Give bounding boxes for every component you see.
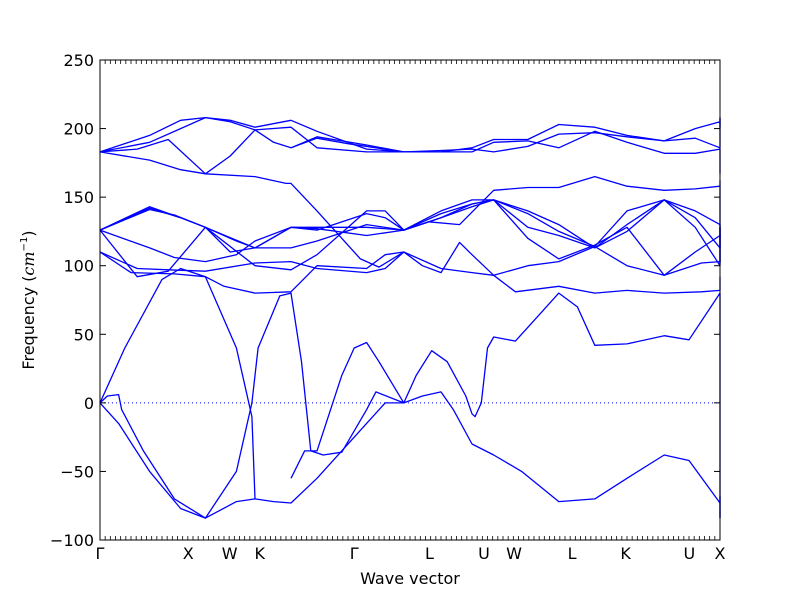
x-tick-label: L: [425, 544, 434, 563]
x-tick-label: U: [478, 544, 490, 563]
plot-area: [100, 60, 720, 540]
y-tick-label: 0: [84, 394, 94, 413]
phonon-branch-14: [99, 116, 721, 153]
phonon-branch-2: [99, 267, 256, 499]
y-axis-label-main: Frequency (: [19, 276, 38, 370]
y-tick-label: −100: [50, 531, 94, 550]
phonon-branch-15: [99, 138, 405, 268]
phonon-branch-6: [99, 227, 721, 276]
x-tick-label: W: [222, 544, 238, 563]
phonon-branch-5: [99, 241, 721, 294]
phonon-branch-12: [99, 126, 721, 175]
y-axis-ticks: −100 −50 0 50 100 150 200 250: [50, 51, 720, 550]
phonon-branch-1: [99, 391, 721, 519]
x-tick-label: K: [255, 544, 266, 563]
plot-frame: [99, 59, 721, 541]
y-tick-label: 100: [63, 257, 94, 276]
y-tick-label: 150: [63, 188, 94, 207]
x-tick-label: W: [506, 544, 522, 563]
y-tick-label: 200: [63, 120, 94, 139]
x-tick-label: Γ: [350, 544, 359, 563]
x-tick-label: X: [183, 544, 194, 563]
y-tick-label: 250: [63, 51, 94, 70]
phonon-branch-10: [99, 199, 721, 271]
x-tick-label: X: [715, 544, 726, 563]
x-tick-label: Γ: [96, 544, 105, 563]
x-axis-label: Wave vector: [360, 569, 460, 588]
y-tick-label: −50: [60, 462, 94, 481]
phonon-branch-3: [99, 292, 405, 519]
x-tick-label: L: [568, 544, 577, 563]
y-axis-label-close: ): [19, 230, 38, 236]
phonon-branch-8: [99, 199, 721, 276]
x-tick-label: K: [620, 544, 631, 563]
y-axis-label-unit: cm: [19, 251, 38, 275]
y-axis-label-exponent: −1: [19, 237, 30, 252]
phonon-branch-13: [99, 116, 721, 153]
y-axis-label: Frequency (cm−1): [19, 230, 38, 369]
y-tick-label: 50: [74, 325, 94, 344]
phonon-branch-16: [290, 137, 404, 153]
x-tick-label: U: [684, 544, 696, 563]
phonon-branch-9: [99, 199, 721, 267]
